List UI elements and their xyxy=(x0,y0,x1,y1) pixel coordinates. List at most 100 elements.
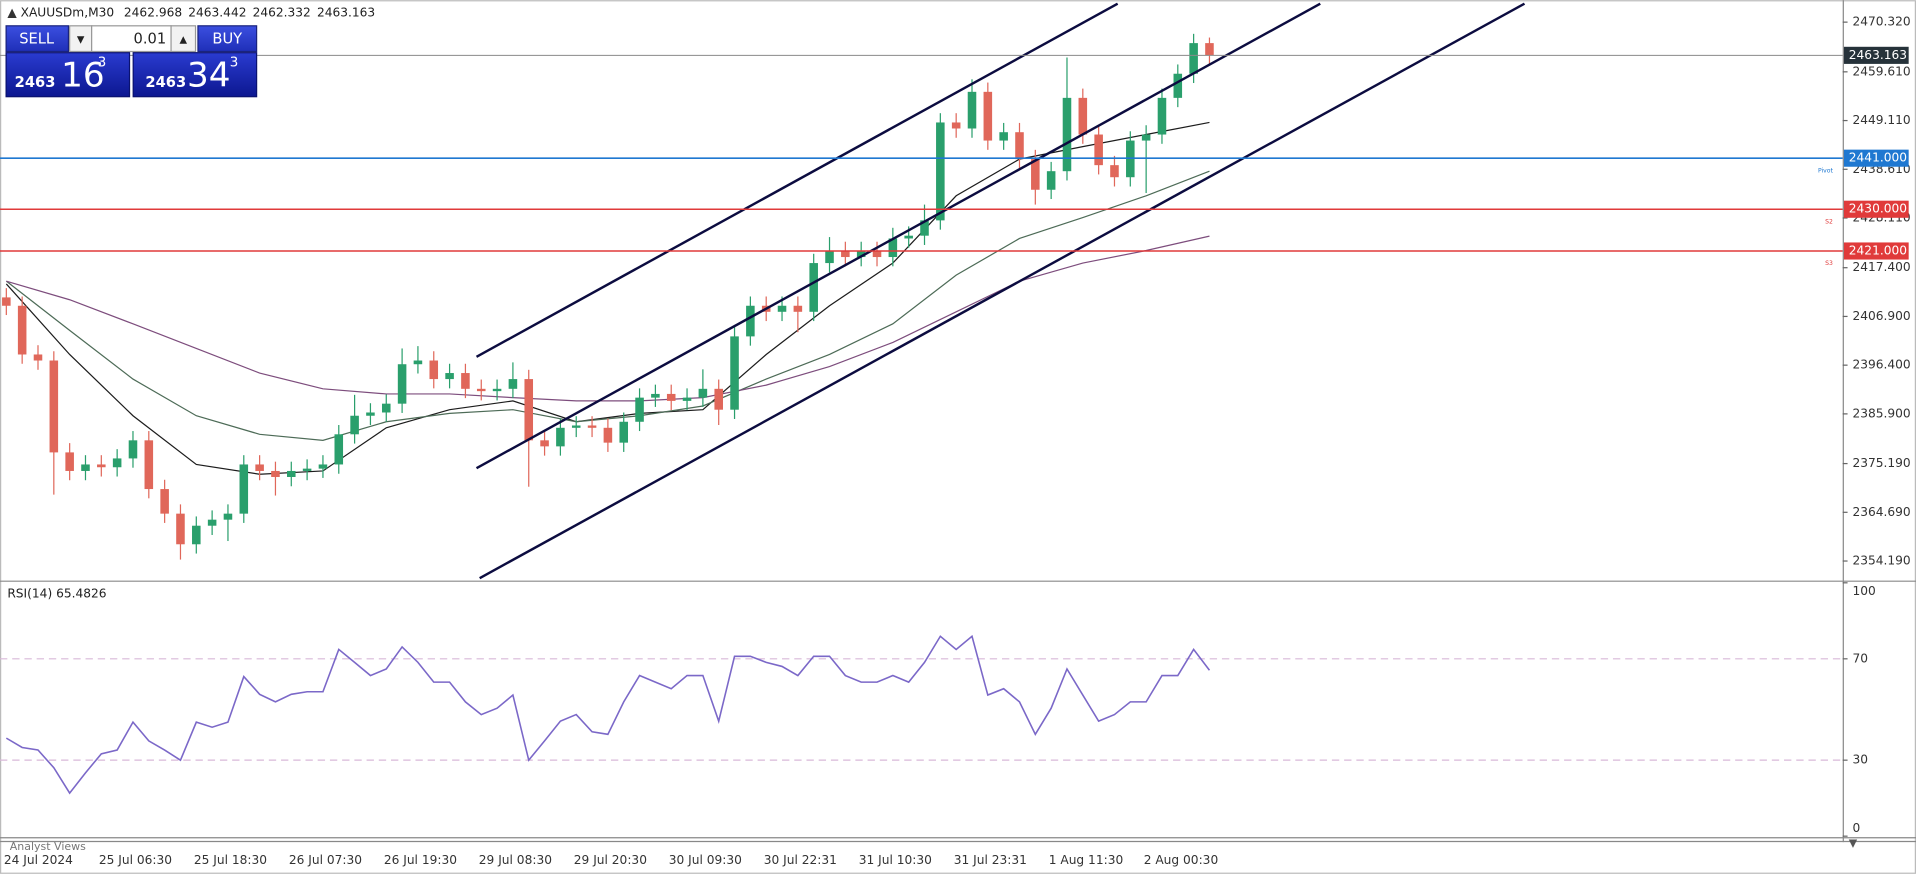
footer-tab[interactable]: Analyst Views xyxy=(10,840,86,853)
x-tick-label: 30 Jul 09:30 xyxy=(669,853,742,867)
candle-body xyxy=(318,464,328,469)
candle-body xyxy=(334,434,344,465)
close-price: 2463.163 xyxy=(317,5,375,19)
level-label: 2421.000 xyxy=(1849,244,1907,258)
x-tick-label: 31 Jul 10:30 xyxy=(859,853,932,867)
y-tick-label: 2470.320 xyxy=(1852,15,1910,29)
candle-body xyxy=(587,425,597,428)
x-tick-label: 2 Aug 00:30 xyxy=(1144,853,1219,867)
candle-body xyxy=(492,388,502,392)
scroll-icon[interactable]: ▼ xyxy=(1849,836,1858,849)
lot-input[interactable] xyxy=(91,25,172,53)
channel-line xyxy=(479,2,1526,580)
y-tick-label: 2354.190 xyxy=(1852,554,1910,568)
candle-body xyxy=(128,440,138,459)
candle-body xyxy=(508,379,518,389)
lot-up-icon[interactable]: ▲ xyxy=(180,34,188,45)
candle-body xyxy=(287,470,296,477)
bid-main[interactable]: 16 xyxy=(61,56,105,96)
candle-body xyxy=(255,464,264,471)
candle-body xyxy=(904,235,913,239)
x-tick-label: 1 Aug 11:30 xyxy=(1049,853,1124,867)
candle-body xyxy=(176,513,185,545)
y-tick-label: 100 xyxy=(1852,584,1875,598)
candle-body xyxy=(682,397,692,401)
candle-body xyxy=(1094,134,1103,166)
x-tick-label: 26 Jul 07:30 xyxy=(289,853,362,867)
candle-body xyxy=(651,393,660,398)
candle-body xyxy=(698,388,708,398)
candle-body xyxy=(856,251,866,258)
symbol: XAUUSDm,M30 xyxy=(21,5,115,19)
candle-body xyxy=(1062,97,1072,172)
x-tick-label: 31 Jul 23:31 xyxy=(954,853,1027,867)
candle-body xyxy=(33,354,43,361)
channel-line xyxy=(475,2,1321,470)
current-price-box xyxy=(1843,46,1909,64)
level-name: S2 xyxy=(1825,218,1833,225)
buy-button[interactable] xyxy=(197,25,258,53)
candle-body xyxy=(160,489,169,514)
candle-body xyxy=(746,305,755,337)
y-tick-label: 2449.110 xyxy=(1852,113,1910,127)
ask-big[interactable]: 2463 xyxy=(145,74,186,91)
candle-body xyxy=(97,464,106,468)
candle-body xyxy=(1141,134,1151,141)
level-box xyxy=(1843,200,1909,218)
candle-body xyxy=(239,464,249,514)
candle-body xyxy=(397,364,407,404)
candle-body xyxy=(413,360,423,365)
candle-body xyxy=(603,427,613,443)
candle-body xyxy=(635,397,644,422)
rsi-title: RSI(14) 65.4826 xyxy=(7,587,106,601)
lot-up[interactable] xyxy=(170,25,197,53)
candle-body xyxy=(476,388,486,392)
buy-label[interactable]: BUY xyxy=(212,30,242,47)
sell-button[interactable] xyxy=(5,25,70,53)
candle-body xyxy=(730,336,739,410)
candle-body xyxy=(207,519,217,526)
candle-body xyxy=(1046,171,1056,190)
lot-down-icon[interactable]: ▼ xyxy=(77,34,85,45)
sell-label[interactable]: SELL xyxy=(19,30,55,47)
y-tick-label: 70 xyxy=(1852,651,1868,665)
candle-body xyxy=(540,440,549,447)
candle-body xyxy=(381,403,391,413)
ask-small[interactable]: 3 xyxy=(230,55,239,70)
candle-body xyxy=(619,421,629,443)
moving-average xyxy=(5,121,1210,475)
level-label: 2441.000 xyxy=(1849,151,1907,165)
ask-box[interactable] xyxy=(132,52,258,98)
candle-body xyxy=(429,360,439,380)
level-name: S3 xyxy=(1825,260,1833,267)
candle-body xyxy=(1031,159,1040,190)
candle-body xyxy=(1015,132,1024,160)
level-box xyxy=(1843,149,1909,167)
candle-body xyxy=(144,440,154,490)
y-tick-label: 2417.400 xyxy=(1852,260,1910,274)
bid-big[interactable]: 2463 xyxy=(15,74,56,91)
high-price: 2463.442 xyxy=(188,5,246,19)
ask-main[interactable]: 34 xyxy=(187,56,231,96)
symbol-icon: ▲ xyxy=(7,5,20,19)
candle-body xyxy=(366,412,375,416)
candle-body xyxy=(461,373,470,389)
candle-body xyxy=(936,122,945,221)
candle-body xyxy=(49,360,59,453)
candle-body xyxy=(223,513,233,520)
header: ▲ XAUUSDm,M30 2462.968 2463.442 2462.332 246… xyxy=(7,5,375,19)
candle-body xyxy=(556,427,565,447)
lot-value[interactable]: 0.01 xyxy=(134,30,167,47)
candle-body xyxy=(1173,73,1183,98)
candle-body xyxy=(271,470,280,477)
candle-body xyxy=(1110,165,1119,178)
candle-body xyxy=(524,379,534,441)
y-tick-label: 2406.900 xyxy=(1852,309,1910,323)
candle-body xyxy=(951,122,961,129)
bid-box[interactable] xyxy=(5,52,131,98)
candle-body xyxy=(967,91,977,129)
candle-body xyxy=(1078,97,1088,135)
bid-small[interactable]: 3 xyxy=(98,55,107,70)
